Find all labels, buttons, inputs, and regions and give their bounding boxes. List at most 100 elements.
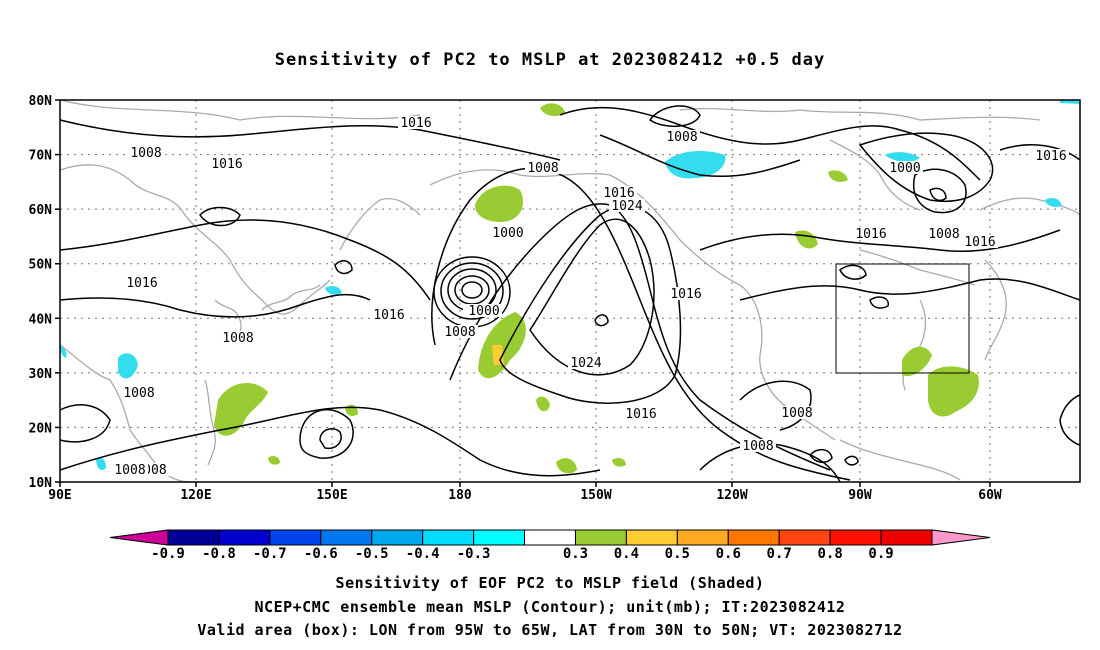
caption-contour: NCEP+CMC ensemble mean MSLP (Contour); u…	[254, 598, 846, 616]
colorbar-label: 0.3	[563, 546, 588, 562]
contour-label: 1016	[373, 308, 404, 323]
lon-label: 150W	[580, 488, 611, 503]
colorbar-label: -0.8	[202, 546, 236, 562]
lat-label: 60N	[29, 203, 53, 218]
colorbar-label: -0.5	[355, 546, 389, 562]
contour-label: 1016	[400, 116, 431, 131]
contour-label-bg	[962, 235, 998, 248]
contour-label: 1008	[781, 406, 812, 421]
contour-label-bg	[887, 161, 923, 174]
sensitivity-shading	[60, 100, 1080, 474]
colorbar-label: -0.3	[457, 546, 491, 562]
colorbar-label: 0.5	[665, 546, 690, 562]
contour-label-bg	[398, 116, 434, 129]
colorbar-swatch	[676, 529, 729, 546]
contour-label: 1024	[570, 356, 601, 371]
contour-label-bg	[466, 304, 502, 317]
colorbar-label: -0.6	[304, 546, 338, 562]
lon-label: 60W	[978, 488, 1002, 503]
contour-label: 1008	[666, 130, 697, 145]
colorbar-swatch	[167, 529, 220, 546]
colorbar-swatch	[269, 529, 322, 546]
chart-title: Sensitivity of PC2 to MSLP at 2023082412…	[274, 50, 826, 70]
colorbar-swatch	[574, 529, 627, 546]
latitude-labels: 80N 70N 60N 50N 40N 30N 20N 10N	[29, 94, 60, 491]
colorbar-swatch	[880, 529, 933, 546]
lat-label: 80N	[29, 94, 53, 109]
map-frame	[59, 99, 1081, 483]
colorbar-swatch	[625, 529, 678, 546]
contour-label-bg	[601, 186, 637, 199]
contour-label-bg	[853, 227, 889, 240]
lat-label: 10N	[29, 476, 53, 491]
lon-label: 120W	[716, 488, 747, 503]
colorbar-label: 0.4	[614, 546, 639, 562]
colorbar-label: 0.9	[868, 546, 893, 562]
colorbar-label: 0.6	[716, 546, 741, 562]
contour-label: 1000	[889, 161, 920, 176]
contour-label: 1008	[444, 325, 475, 340]
contour-label: 1024	[611, 199, 642, 214]
lon-label: 90W	[848, 488, 872, 503]
contour-label-bg	[124, 276, 160, 289]
lat-label: 30N	[29, 367, 53, 382]
sensitivity-map: 1016 1008 1016 1016 1008 1008 1008 1008 1008 1016…	[29, 94, 1081, 503]
colorbar: -0.9 -0.8 -0.7 -0.6 -0.5 -0.4 -0.3 0.3 0.4 0.5 0.6…	[109, 529, 991, 562]
contour-label-bg	[525, 161, 561, 174]
contour-label: 1008	[928, 227, 959, 242]
contour-label-bg	[1033, 149, 1069, 162]
contour-label-bg	[121, 386, 157, 399]
colorbar-swatch	[218, 529, 271, 546]
colorbar-label: -0.9	[151, 546, 185, 562]
contour-label: 1000	[468, 304, 499, 319]
colorbar-swatch	[422, 529, 475, 546]
contour-label-bg	[664, 130, 700, 143]
colorbar-low-arrow	[109, 529, 169, 546]
lat-label: 50N	[29, 258, 53, 273]
valid-area-box	[835, 263, 970, 374]
contour-label: 1016	[211, 157, 242, 172]
contour-label-bg	[128, 146, 164, 159]
lat-label: 20N	[29, 421, 53, 436]
contour-label-bg	[609, 199, 645, 212]
lon-label: 120E	[180, 488, 211, 503]
contour-label-bg	[779, 406, 815, 419]
contour-label-bg	[371, 308, 407, 321]
contour-label-bg	[220, 331, 256, 344]
contour-label-bg	[568, 356, 604, 369]
colorbar-swatch	[320, 529, 373, 546]
lat-label: 70N	[29, 149, 53, 164]
contour-label-bg	[668, 287, 704, 300]
lat-label: 40N	[29, 312, 53, 327]
contour-label-bg	[926, 227, 962, 240]
contour-label-bg	[209, 157, 245, 170]
contour-label: 1016	[625, 407, 656, 422]
contour-label: 1016	[1035, 149, 1066, 164]
lon-label: 150E	[316, 488, 347, 503]
colorbar-swatch	[524, 529, 576, 546]
colorbar-label: 0.7	[767, 546, 792, 562]
colorbar-swatch	[829, 529, 882, 546]
contour-label: 1008	[114, 463, 145, 478]
colorbar-label: 0.8	[817, 546, 842, 562]
contour-label: 1008	[742, 439, 773, 454]
lon-label: 180	[448, 488, 472, 503]
contour-label-bg	[623, 407, 659, 420]
mslp-contours	[59, 105, 1081, 483]
contour-label-bg	[740, 439, 776, 452]
longitude-labels: 90E 120E 150E 180 150W 120W 90W 60W	[48, 482, 1002, 503]
contour-label: 1008	[130, 146, 161, 161]
caption-shading: Sensitivity of EOF PC2 to MSLP field (Sh…	[335, 574, 765, 592]
contour-label: 1008	[222, 331, 253, 346]
contour-label: 1016	[855, 227, 886, 242]
contour-labels: 1016 1008 1016 1016 1008 1008 1008 1008 1008 1016…	[112, 116, 1069, 478]
contour-label: 1008	[527, 161, 558, 176]
contour-label-bg	[490, 226, 526, 239]
colorbar-label: -0.4	[406, 546, 440, 562]
lon-label: 90E	[48, 488, 71, 503]
colorbar-swatch	[727, 529, 780, 546]
colorbar-swatch	[778, 529, 831, 546]
contour-label: 1016	[126, 276, 157, 291]
caption-valid-area: Valid area (box): LON from 95W to 65W, L…	[197, 621, 903, 639]
colorbar-swatch	[473, 529, 526, 546]
